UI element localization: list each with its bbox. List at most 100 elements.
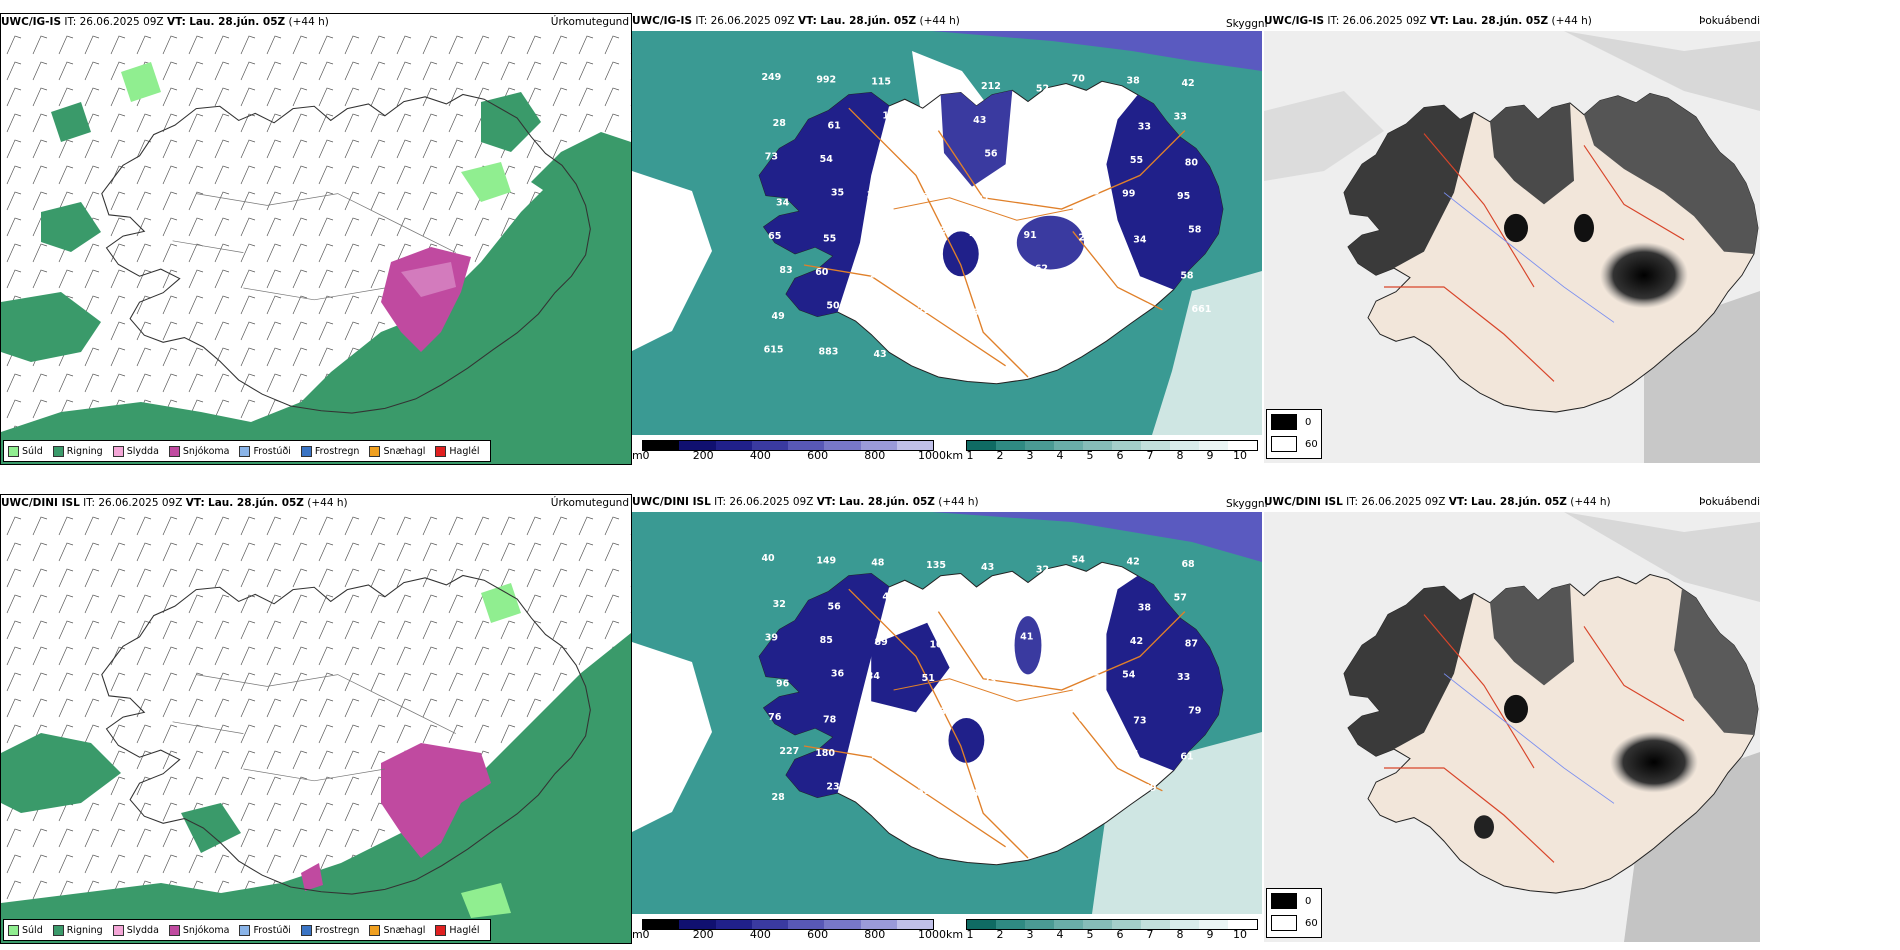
colorbar-segment	[1141, 920, 1170, 929]
cloud-base-label: 62	[922, 192, 935, 203]
colorbar-segment	[1170, 920, 1199, 929]
visibility-map: 249 992 115 91 212 52 70 38 42 28 61 128 62 43 66 47 33 3…	[632, 31, 1262, 435]
cloud-base-label: 53	[929, 158, 942, 169]
colorbar-tick-label: 9	[1206, 449, 1214, 462]
cloud-base-label: 88	[1027, 310, 1041, 321]
cloud-base-label: 34	[1133, 235, 1147, 246]
panel-header: UWC/IG-IS IT: 26.06.2025 09Z VT: Lau. 28…	[1264, 13, 1900, 29]
cloud-base-label: 41	[1020, 632, 1033, 643]
cloud-base-label: 55	[823, 233, 836, 244]
cloud-base-label: 33	[1177, 672, 1190, 683]
cloud-base-label: 61	[976, 194, 989, 205]
cloud-base-label: 99	[1122, 189, 1136, 200]
legend-swatch	[112, 445, 124, 457]
legend-swatch	[1271, 414, 1297, 430]
colorbar-segment	[643, 441, 680, 450]
it-label: IT:	[83, 497, 96, 509]
legend-swatch	[300, 445, 312, 457]
cloud-base-label: 43	[981, 562, 994, 573]
it-value: 26.06.2025 09Z	[1342, 15, 1427, 27]
colorbar-segment	[715, 920, 752, 929]
legend-label: 60	[1305, 917, 1318, 929]
cloud-base-label: 51	[980, 274, 993, 285]
cloud-base-label: 55	[1130, 155, 1143, 166]
visibility-colorbar: km 1 2 3 4 5 6 7 8 9 10	[946, 437, 1262, 463]
visibility-bar	[966, 919, 1258, 930]
cloud-base-label: 57	[1174, 592, 1187, 603]
cloud-base-label: 52	[881, 303, 894, 314]
colorbar-segment	[1054, 441, 1083, 450]
cloud-base-label: 105	[929, 639, 949, 650]
cloud-base-label: 212	[981, 81, 1001, 92]
cloud-base-label: 115	[871, 77, 891, 88]
cloud-base-label: 48	[871, 558, 885, 569]
colorbar-segment	[967, 920, 996, 929]
legend-label: Slydda	[126, 924, 159, 936]
colorbar-tick-label: 7	[1146, 449, 1154, 462]
cloud-base-label: 70	[1072, 73, 1086, 84]
cloud-base-label: 32	[773, 599, 786, 610]
fog-legend-item: 60	[1271, 436, 1318, 452]
colorbar-tick-label: 200	[692, 928, 714, 941]
cloud-base-label: 60	[815, 267, 829, 278]
cloud-base-label: 59	[878, 717, 892, 728]
it-value: 26.06.2025 09Z	[98, 497, 183, 509]
cloud-base-label: 34	[776, 198, 790, 209]
cloud-base-label: 55	[984, 629, 997, 640]
lead-time: (+44 h)	[1570, 496, 1611, 508]
cloud-base-unit: m	[632, 928, 643, 941]
colorbar-tick-label: 200	[692, 449, 714, 462]
cloud-base-label: 33	[867, 190, 880, 201]
colorbar-segment	[896, 441, 933, 450]
cloud-base-label: 38	[1138, 602, 1152, 613]
cloud-base-label: 13	[933, 707, 946, 718]
fog-legend: 0 60	[1266, 888, 1322, 938]
panel-title: Þokuábendi	[1699, 496, 1760, 508]
colorbar-tick-label: 2	[996, 449, 1004, 462]
model-name: UWC/DINI ISL	[1264, 496, 1343, 508]
it-label: IT:	[1346, 496, 1359, 508]
cloud-base-label: 29	[1082, 312, 1096, 323]
cloud-base-label: 39	[917, 786, 931, 797]
colorbar-segment	[1199, 441, 1228, 450]
cloud-base-bar	[642, 440, 934, 451]
colorbar-segment	[1025, 441, 1054, 450]
legend-swatch	[1271, 915, 1297, 931]
fog-map	[1264, 512, 1760, 942]
cloud-base-label: 76	[870, 750, 884, 761]
colorbar-segment	[860, 920, 897, 929]
visibility-map: 40 149 48 135 43 32 54 42 68 32 56 48 69 37 60 132 38 57 3…	[632, 512, 1262, 914]
cloud-base-label: 225	[917, 305, 937, 316]
vt-label: VT:	[816, 496, 836, 508]
precip-legend-item: Snæhagl	[369, 445, 431, 457]
cloud-base-label: 87	[1185, 638, 1198, 649]
precip-legend: Súld Rigning Slydda Snjókoma Frostúði Frostre…	[3, 919, 491, 941]
fog-legend-item: 60	[1271, 915, 1318, 931]
legend-label: Frostregn	[314, 445, 360, 457]
legend-swatch	[435, 445, 447, 457]
precip-legend-item: Rigning	[52, 924, 109, 936]
cloud-base-label: 82	[933, 226, 946, 237]
colorbar-tick-label: 1000	[918, 928, 946, 941]
legend-label: Frostregn	[314, 924, 360, 936]
colorbar-tick-label: 3	[1026, 928, 1034, 941]
colorbar-segment	[1141, 441, 1170, 450]
cloud-base-label: 230	[1078, 232, 1098, 243]
legend-label: Rigning	[66, 924, 103, 936]
cloud-base-label: 61	[1180, 751, 1193, 762]
legend-swatch	[8, 445, 19, 457]
colorbar-tick-label: 600	[807, 449, 829, 462]
cloud-base-label: 53	[1031, 678, 1044, 689]
legend-swatch	[300, 924, 312, 936]
vt-label: VT:	[1448, 496, 1468, 508]
colorbar-segment	[824, 920, 861, 929]
legend-label: Haglél	[449, 445, 480, 457]
lead-time: (+44 h)	[288, 16, 329, 28]
cloud-base-label: 56	[984, 148, 998, 159]
cloud-base-label: 42	[875, 156, 888, 167]
cloud-base-label: 68	[1181, 559, 1195, 570]
cloud-base-label: 227	[779, 746, 799, 757]
cloud-base-label: 96	[776, 679, 790, 690]
cloud-base-label: 39	[765, 633, 779, 644]
legend-swatch	[52, 445, 64, 457]
